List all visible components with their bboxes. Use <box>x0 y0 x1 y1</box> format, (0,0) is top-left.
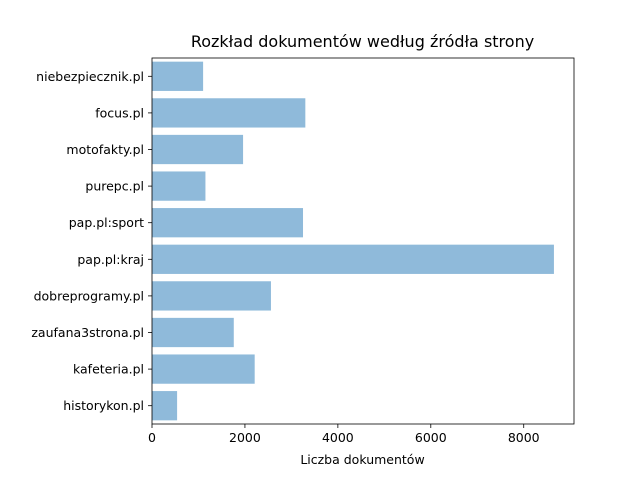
y-tick-label: motofakty.pl <box>66 142 144 157</box>
bar-pap-pl-sport <box>152 208 304 238</box>
bars-group <box>152 61 554 421</box>
bar-motofakty-pl <box>152 134 244 165</box>
bar-focus-pl <box>152 98 306 128</box>
x-axis-label: Liczba dokumentów <box>300 452 424 467</box>
bar-kafeteria-pl <box>152 354 255 384</box>
y-tick-label: dobreprogramy.pl <box>34 288 144 303</box>
plot-frame <box>151 57 575 425</box>
bar-historykon-pl <box>152 391 178 421</box>
chart-title: Rozkład dokumentów według źródła strony <box>191 32 534 51</box>
x-tick-label: 4000 <box>322 430 354 445</box>
x-tick-label: 6000 <box>415 430 447 445</box>
x-tick-label: 0 <box>148 430 156 445</box>
y-tick-label: purepc.pl <box>85 179 144 194</box>
y-axis-ticks: niebezpiecznik.pl focus.pl motofakty.pl pur… <box>31 69 152 413</box>
y-tick-label: niebezpiecznik.pl <box>36 69 144 84</box>
bar-pap-pl-kraj <box>152 244 554 274</box>
bar-zaufana3strona-pl <box>152 317 234 348</box>
y-tick-label: pap.pl:kraj <box>77 252 144 267</box>
y-tick-label: pap.pl:sport <box>69 215 144 230</box>
bar-niebezpiecznik-pl <box>152 61 204 91</box>
y-tick-label: focus.pl <box>95 105 144 120</box>
y-tick-label: zaufana3strona.pl <box>31 325 144 340</box>
x-axis-ticks: 0 2000 4000 6000 8000 <box>148 424 540 445</box>
bar-purepc-pl <box>152 171 206 201</box>
y-tick-label: kafeteria.pl <box>73 362 144 377</box>
y-tick-label: historykon.pl <box>63 398 144 413</box>
bar-dobreprogramy-pl <box>152 281 271 311</box>
x-tick-label: 8000 <box>508 430 540 445</box>
x-tick-label: 2000 <box>229 430 261 445</box>
